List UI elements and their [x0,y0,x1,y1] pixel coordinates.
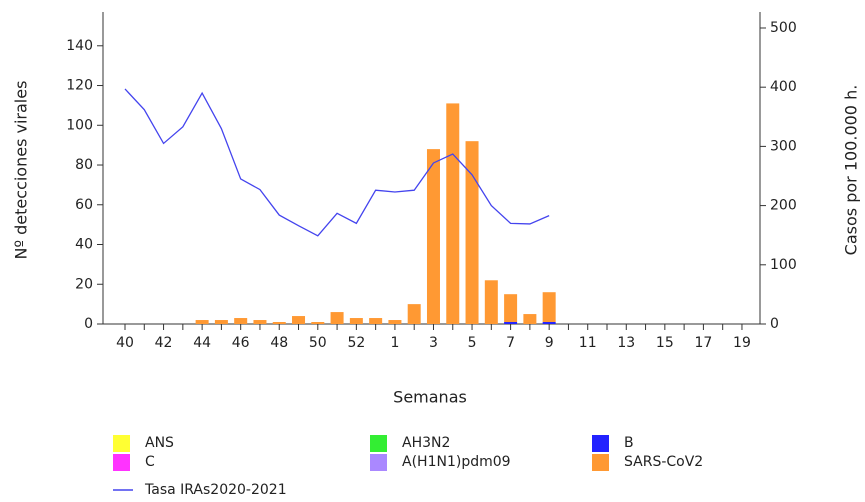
bar [426,149,440,324]
bar [504,322,518,324]
y2-tick-label: 500 [770,20,797,36]
x-tick-label: 1 [390,335,399,351]
y-tick-label: 0 [84,316,93,332]
x-tick-label: 52 [347,335,365,351]
bar [349,318,363,324]
legend-swatch [370,435,387,452]
bar [369,318,383,324]
y2-tick-label: 400 [770,79,797,95]
y-tick-label: 80 [75,157,93,173]
y-tick-label: 100 [66,117,93,133]
y-tick-label: 120 [66,78,93,94]
x-tick-label: 46 [232,335,250,351]
bar [253,320,267,324]
bar [504,294,518,323]
x-tick-label: 11 [579,335,597,351]
x-tick-label: 44 [193,335,211,351]
bar [292,316,306,324]
legend-swatch [592,454,609,471]
bar [407,304,421,324]
x-tick-label: 48 [270,335,288,351]
y-tick-label: 20 [75,276,93,292]
x-tick-label: 40 [116,335,134,351]
legend-label: C [145,454,155,470]
legend-swatch [592,435,609,452]
legend-label: AH3N2 [402,435,450,451]
bar [465,141,479,324]
x-tick-label: 17 [694,335,712,351]
legend-label: SARS-CoV2 [624,454,703,470]
x-tick-label: 42 [155,335,173,351]
bar [311,322,325,324]
legend-swatch [113,454,130,471]
y2-tick-label: 300 [770,138,797,154]
bar [542,292,556,323]
legend-swatch [370,454,387,471]
bar [542,322,556,324]
y-axis-label: Nº detecciones virales [12,81,31,260]
x-axis-label: Semanas [393,388,467,407]
legend-label: A(H1N1)pdm09 [402,454,511,470]
bar [330,312,344,324]
x-tick-label: 13 [617,335,635,351]
y2-tick-label: 100 [770,257,797,273]
bar [272,322,286,324]
x-tick-label: 7 [506,335,515,351]
legend-swatch [113,435,130,452]
x-tick-label: 50 [309,335,327,351]
x-tick-label: 9 [545,335,554,351]
y-tick-label: 40 [75,237,93,253]
y2-axis-label: Casos por 100.000 h. [842,85,861,256]
y2-tick-label: 200 [770,198,797,214]
line [124,88,550,237]
bar [214,320,228,324]
x-tick-label: 3 [429,335,438,351]
bar [234,318,248,324]
bar [446,103,460,325]
legend-label: Tasa IRAs2020-2021 [144,482,287,498]
x-tick-label: 15 [656,335,674,351]
bar [523,314,537,324]
bar [484,280,498,324]
x-tick-label: 5 [468,335,477,351]
bar [195,320,209,324]
y-tick-label: 60 [75,197,93,213]
y2-tick-label: 0 [770,316,779,332]
legend-label: B [624,435,634,451]
legend-label: ANS [145,435,174,451]
bar [388,320,402,324]
y-tick-label: 140 [66,38,93,54]
x-tick-label: 19 [733,335,751,351]
